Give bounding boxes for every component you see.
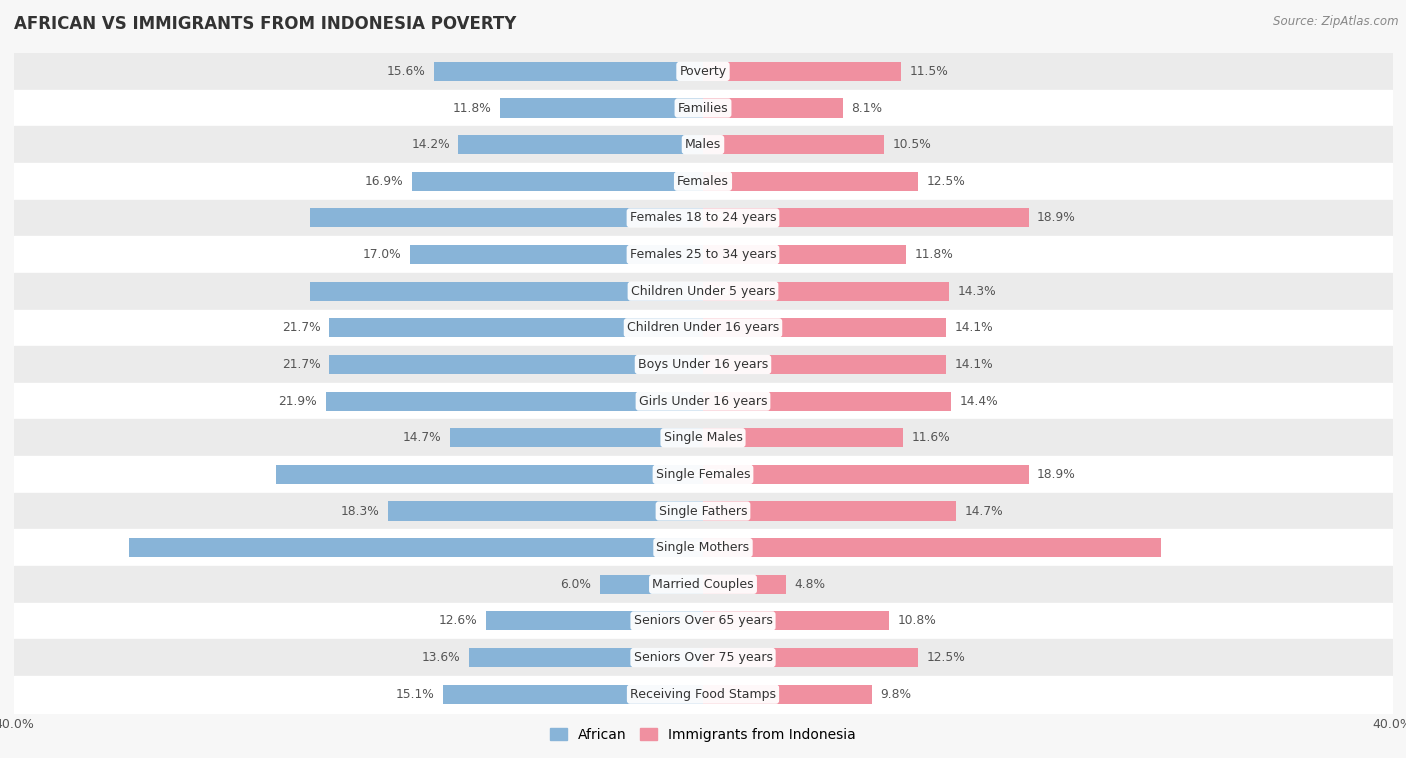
Text: 11.6%: 11.6% [911,431,950,444]
Bar [468,648,703,667]
Text: 21.7%: 21.7% [283,358,321,371]
Text: 21.7%: 21.7% [283,321,321,334]
Bar [703,355,946,374]
Text: Females: Females [678,175,728,188]
Bar [311,282,703,301]
Bar [703,318,946,337]
Bar [703,99,842,117]
Text: 15.1%: 15.1% [395,688,434,700]
Bar [329,355,703,374]
Bar [443,684,703,703]
Text: Single Females: Single Females [655,468,751,481]
Text: 14.4%: 14.4% [960,395,998,408]
Bar [458,135,703,154]
Bar [326,392,703,411]
Bar [703,172,918,191]
Text: 22.8%: 22.8% [686,211,728,224]
Bar [450,428,703,447]
Bar [388,502,703,521]
Text: 15.6%: 15.6% [387,65,426,78]
Text: Females 25 to 34 years: Females 25 to 34 years [630,248,776,261]
Text: 8.1%: 8.1% [851,102,882,114]
Text: Married Couples: Married Couples [652,578,754,590]
Text: 24.8%: 24.8% [686,468,728,481]
Bar [311,208,703,227]
Bar [703,245,907,264]
Text: Girls Under 16 years: Girls Under 16 years [638,395,768,408]
Text: 4.8%: 4.8% [794,578,825,590]
Text: 22.8%: 22.8% [686,285,728,298]
Bar [434,62,703,81]
Bar [486,612,703,631]
Bar [703,135,884,154]
Text: 14.1%: 14.1% [955,321,993,334]
Text: 14.2%: 14.2% [411,138,450,151]
Text: Poverty: Poverty [679,65,727,78]
Bar [412,172,703,191]
Text: 9.8%: 9.8% [880,688,911,700]
Bar [703,282,949,301]
Text: Single Males: Single Males [664,431,742,444]
Text: 14.3%: 14.3% [957,285,997,298]
Bar [703,502,956,521]
Text: Children Under 16 years: Children Under 16 years [627,321,779,334]
Text: 14.7%: 14.7% [965,505,1004,518]
Text: Seniors Over 75 years: Seniors Over 75 years [634,651,772,664]
Text: Single Mothers: Single Mothers [657,541,749,554]
Bar [276,465,703,484]
Text: 11.8%: 11.8% [453,102,491,114]
Bar [703,575,786,594]
Bar [703,62,901,81]
Bar [499,99,703,117]
Text: 11.5%: 11.5% [910,65,949,78]
Bar [703,648,918,667]
Text: 17.0%: 17.0% [363,248,402,261]
Text: 18.9%: 18.9% [1038,211,1076,224]
Bar [703,428,903,447]
Text: 13.6%: 13.6% [422,651,460,664]
Text: 10.5%: 10.5% [893,138,931,151]
Text: Families: Families [678,102,728,114]
Bar [703,465,1029,484]
Text: 14.7%: 14.7% [402,431,441,444]
Text: Single Fathers: Single Fathers [659,505,747,518]
Bar [703,538,1161,557]
Text: Males: Males [685,138,721,151]
Bar [329,318,703,337]
Text: 18.9%: 18.9% [1038,468,1076,481]
Bar [703,684,872,703]
Text: 16.9%: 16.9% [364,175,404,188]
Bar [703,612,889,631]
Text: Boys Under 16 years: Boys Under 16 years [638,358,768,371]
Legend: African, Immigrants from Indonesia: African, Immigrants from Indonesia [550,728,856,742]
Text: Females 18 to 24 years: Females 18 to 24 years [630,211,776,224]
Text: 12.6%: 12.6% [439,615,478,628]
Text: Receiving Food Stamps: Receiving Food Stamps [630,688,776,700]
Text: 18.3%: 18.3% [340,505,380,518]
Text: 11.8%: 11.8% [915,248,953,261]
Text: 33.3%: 33.3% [686,541,728,554]
Text: 26.6%: 26.6% [678,541,720,554]
Text: AFRICAN VS IMMIGRANTS FROM INDONESIA POVERTY: AFRICAN VS IMMIGRANTS FROM INDONESIA POV… [14,15,516,33]
Text: Seniors Over 65 years: Seniors Over 65 years [634,615,772,628]
Text: 6.0%: 6.0% [560,578,591,590]
Text: Source: ZipAtlas.com: Source: ZipAtlas.com [1274,15,1399,28]
Text: 10.8%: 10.8% [897,615,936,628]
Text: 14.1%: 14.1% [955,358,993,371]
Text: 21.9%: 21.9% [278,395,318,408]
Text: 12.5%: 12.5% [927,651,966,664]
Bar [411,245,703,264]
Bar [599,575,703,594]
Bar [129,538,703,557]
Text: 12.5%: 12.5% [927,175,966,188]
Bar [703,208,1029,227]
Bar [703,392,950,411]
Text: Children Under 5 years: Children Under 5 years [631,285,775,298]
